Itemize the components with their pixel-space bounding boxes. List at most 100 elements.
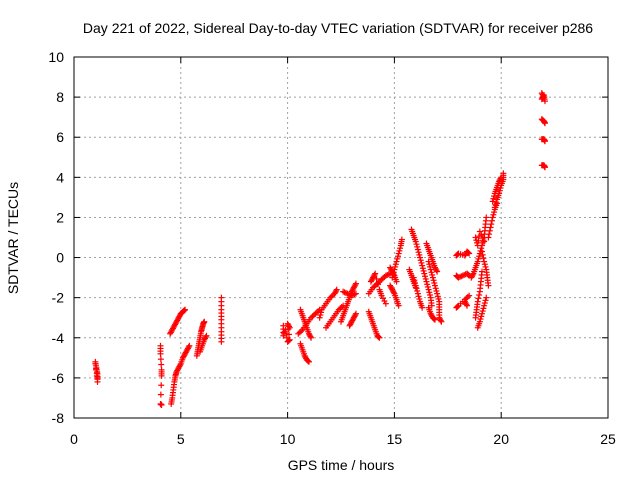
data-point: [414, 246, 421, 253]
data-point-interp: [417, 257, 424, 264]
data-point-interp: [426, 261, 433, 268]
data-point: [158, 401, 165, 408]
data-point-interp: [475, 237, 482, 244]
data-point-interp: [286, 331, 293, 338]
data-point: [485, 234, 492, 241]
data-point-interp: [479, 251, 486, 258]
data-point: [282, 326, 289, 333]
data-point-interp: [420, 267, 427, 274]
data-point: [434, 290, 441, 297]
data-point: [218, 338, 225, 345]
data-point-interp: [478, 313, 485, 320]
data-point: [372, 270, 379, 277]
data-point-interp: [490, 195, 497, 202]
data-point: [434, 268, 441, 275]
data-point: [286, 336, 293, 343]
data-point-interp: [431, 316, 438, 323]
data-point-interp: [476, 291, 483, 298]
data-point-interp: [428, 269, 435, 276]
y-axis-label: SDTVAR / TECUs: [5, 182, 21, 294]
data-point-interp: [305, 358, 312, 365]
data-point: [427, 266, 434, 273]
data-point-interp: [465, 249, 472, 256]
data-point-interp: [491, 209, 498, 216]
data-point-interp: [157, 356, 164, 363]
data-point-interp: [496, 187, 503, 194]
data-point: [157, 350, 164, 357]
data-point-interp: [413, 241, 420, 248]
data-point: [352, 280, 359, 287]
data-point-interp: [482, 297, 489, 304]
data-point: [500, 170, 507, 177]
data-point-interp: [286, 323, 293, 330]
data-point: [423, 278, 430, 285]
data-point: [541, 120, 548, 127]
data-point: [158, 372, 165, 379]
data-point: [414, 290, 421, 297]
data-point-interp: [427, 291, 433, 298]
data-point: [417, 254, 424, 261]
data-point: [541, 164, 548, 171]
data-point: [412, 284, 419, 291]
y-tick-label: -4: [52, 330, 65, 346]
data-point-interp: [481, 300, 488, 307]
data-point-interp: [317, 312, 324, 319]
data-point: [438, 318, 445, 325]
axis-ticks: 0 5 10 15 20 25 -8 -6 -4 -2 0 2 4 6 8 10: [48, 49, 616, 447]
data-point: [286, 324, 293, 331]
data-point: [466, 292, 473, 299]
data-point-interp: [158, 382, 165, 389]
data-point: [428, 302, 435, 309]
data-point: [431, 316, 438, 323]
data-point-interp: [394, 253, 401, 260]
y-tick-label: 10: [48, 49, 64, 65]
data-point: [466, 250, 473, 257]
data-point-interp: [352, 281, 359, 288]
data-point-interp: [394, 255, 401, 262]
data-point: [425, 286, 432, 293]
x-tick-label: 10: [280, 431, 296, 447]
data-point-interp: [497, 175, 504, 182]
data-point-interp: [418, 259, 425, 266]
data-point-interp: [431, 279, 438, 286]
data-point: [472, 234, 479, 241]
data-point-interp: [490, 211, 497, 218]
data-point-interp: [392, 261, 399, 268]
data-point: [186, 342, 193, 349]
x-tick-label: 0: [70, 431, 78, 447]
grid-lines: [74, 57, 608, 418]
data-point: [92, 360, 99, 367]
data-point: [182, 306, 189, 313]
data-point-interp: [424, 283, 431, 290]
data-point-interp: [414, 243, 421, 250]
data-point: [395, 302, 402, 309]
data-point: [481, 258, 488, 265]
data-point: [421, 270, 428, 277]
data-point-interp: [488, 217, 495, 224]
y-tick-label: 6: [56, 129, 64, 145]
data-point-interp: [454, 251, 461, 258]
data-point-interp: [432, 285, 439, 292]
data-point-interp: [373, 275, 380, 282]
data-point: [201, 318, 208, 325]
data-point-interp: [158, 361, 165, 368]
data-point: [489, 198, 496, 205]
data-point-interp: [375, 281, 382, 288]
data-point-interp: [397, 245, 404, 252]
data-point: [483, 214, 490, 221]
data-point-interp: [488, 221, 495, 228]
x-axis-label: GPS time / hours: [288, 457, 395, 473]
data-point-interp: [416, 251, 423, 258]
data-point: [316, 314, 323, 321]
data-point-interp: [437, 317, 444, 324]
data-point-interp: [371, 271, 378, 278]
data-point: [464, 302, 471, 309]
data-point-interp: [477, 316, 484, 323]
data-point: [305, 358, 312, 365]
data-point: [431, 282, 438, 289]
data-point-interp: [478, 231, 485, 238]
data-point: [412, 238, 419, 245]
data-point-interp: [475, 295, 482, 302]
data-point: [393, 258, 400, 265]
data-point-interp: [333, 287, 340, 294]
